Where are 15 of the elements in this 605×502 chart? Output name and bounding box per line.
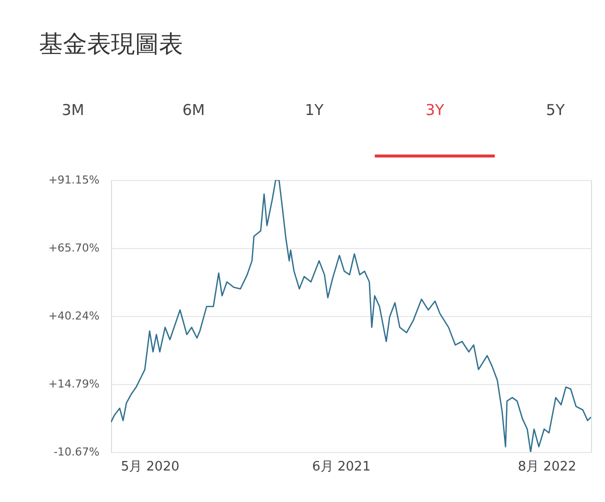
text: 5Y [546, 101, 566, 119]
x-tick-label: 5月 2020 [120, 460, 180, 474]
line-series [111, 180, 591, 452]
text: 3M [62, 101, 84, 119]
y-tick-label: +65.70% [48, 241, 100, 254]
text: 1Y [304, 101, 324, 119]
y-tick-label: +14.79% [48, 377, 100, 390]
text: 3Y [425, 101, 445, 119]
text: 6M [182, 101, 205, 119]
y-tick-label: +91.15% [48, 174, 100, 186]
chart-title: 基金表現圖表 [39, 30, 183, 58]
y-tick-label: +40.24% [48, 310, 100, 322]
x-tick-label: 6月 2021 [312, 460, 371, 474]
x-tick-label: 8月 2022 [518, 460, 576, 474]
y-tick-label: -10.67% [54, 446, 100, 458]
